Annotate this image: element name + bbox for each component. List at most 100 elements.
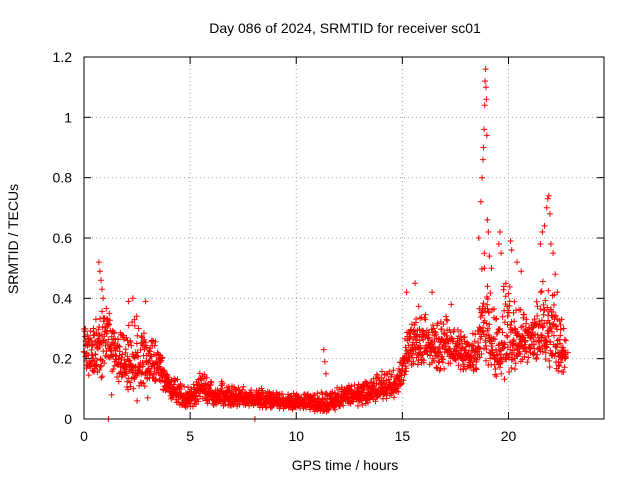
data-point [553,323,560,330]
data-point [547,241,554,247]
data-point [94,357,100,364]
data-point [116,348,123,355]
data-point [470,361,477,368]
data-point [422,311,429,318]
data-point [431,328,438,335]
data-point [112,347,119,354]
data-point [486,321,493,328]
data-point [140,380,147,386]
data-point [140,361,147,368]
data-point [130,385,137,392]
data-point [96,367,103,373]
data-point [518,342,525,349]
data-point [428,340,435,347]
data-point [492,366,499,372]
data-point [465,349,472,356]
x-tick-label: 10 [288,428,304,444]
data-point [439,336,446,343]
data-point [405,342,412,349]
data-point [562,353,569,360]
data-point [133,313,140,320]
data-point [517,351,524,357]
data-point [495,241,502,247]
data-point [485,309,492,316]
data-point [97,363,104,370]
data-point [441,365,448,372]
data-point [484,283,491,290]
data-point [458,328,464,335]
y-tick-labels: 0 0.2 0.4 0.6 0.8 1 1.2 [53,49,73,427]
data-point [90,328,97,335]
data-point [125,386,132,393]
data-point [496,325,503,332]
data-point [134,397,141,404]
data-point [359,389,366,396]
data-point [340,402,347,409]
data-point [522,337,529,344]
data-point [415,303,422,310]
data-point [480,300,487,307]
data-point [189,403,196,410]
data-point [504,313,511,319]
data-point [498,351,505,358]
y-tick-label: 0.2 [53,351,73,367]
data-point [332,406,339,413]
data-point [517,306,524,313]
data-point [129,295,136,302]
data-point [99,308,106,315]
data-point [128,342,135,349]
data-point [484,296,491,302]
data-point [413,332,420,339]
data-point [542,349,549,356]
data-point [196,390,203,397]
chart-title: Day 086 of 2024, SRMTID for receiver sc0… [209,20,481,36]
data-point [403,289,410,296]
data-point [126,357,133,364]
data-point [348,383,355,390]
data-point [481,250,488,257]
data-point [524,359,531,366]
data-point [321,358,328,365]
data-points [80,66,571,422]
data-point [351,382,358,389]
data-point [485,229,492,235]
data-point [413,339,420,346]
data-point [222,398,229,405]
data-point [508,365,515,371]
data-point [545,287,552,294]
data-point [98,277,104,284]
data-point [147,368,154,375]
data-point [552,322,559,329]
data-point [550,309,557,315]
data-point [508,318,515,325]
data-point [479,312,486,319]
data-point [488,265,495,272]
data-point [141,383,148,390]
data-point [111,330,118,337]
data-point [372,398,379,405]
data-point [403,365,410,372]
data-point [561,336,568,343]
data-point [546,357,553,364]
data-point [506,283,513,290]
data-point [549,328,555,335]
data-point [447,360,454,367]
data-point [472,365,479,372]
data-point [483,346,490,353]
data-point [498,250,505,257]
data-point [488,340,495,347]
data-point [547,347,554,354]
data-point [108,391,115,398]
data-point [539,278,546,285]
data-point [544,304,551,311]
data-point [99,286,105,293]
data-point [279,390,286,397]
data-point [240,383,247,390]
data-point [482,66,489,73]
y-tick-label: 1.2 [53,49,73,65]
data-point [557,340,564,347]
data-point [360,386,367,393]
data-point [100,295,107,302]
data-point [434,320,441,327]
data-point [476,305,483,312]
